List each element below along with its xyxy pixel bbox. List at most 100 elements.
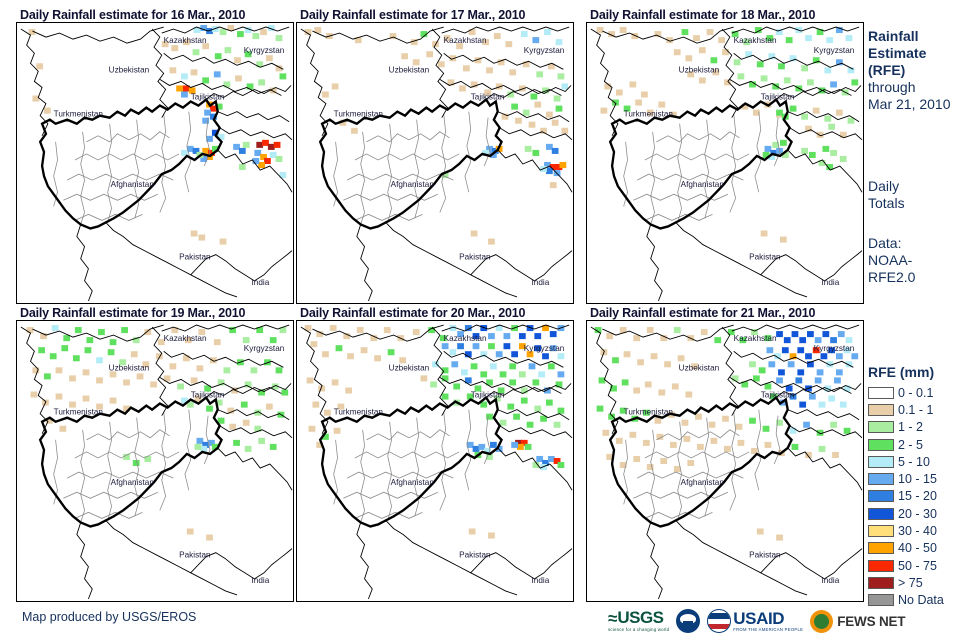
legend-swatch-7 <box>868 507 894 520</box>
legend-row-10: 50 - 75 <box>868 557 974 574</box>
legend-row-6: 15 - 20 <box>868 488 974 505</box>
map-label-uzbekistan: Uzbekistan <box>389 64 430 74</box>
sidebar-data-source: Data: NOAA- RFE2.0 <box>868 235 972 286</box>
map-label-pakistan: Pakistan <box>749 550 781 560</box>
map-label-turkmenistan: Turkmenistan <box>624 108 674 118</box>
country-boundaries <box>20 26 293 302</box>
country-boundaries <box>300 324 573 600</box>
rfe-through-label: through <box>868 79 916 95</box>
map-label-tajikistan: Tajikistan <box>191 389 225 399</box>
map-label-kyrgyzstan: Kyrgyzstan <box>524 45 565 55</box>
map-d20[interactable]: Kazakhstan Kyrgyzstan Uzbekistan Tajikistan… <box>296 320 574 602</box>
rfe-title-line2: Estimate <box>868 45 927 61</box>
map-label-afghanistan: Afghanistan <box>681 179 725 189</box>
legend-swatch-9 <box>868 542 894 555</box>
legend-rows: 0 - 0.1 0.1 - 1 1 - 2 2 - 5 5 - 10 10 - 15 15 … <box>868 384 974 609</box>
map-label-tajikistan: Tajikistan <box>761 389 795 399</box>
map-label-afghanistan: Afghanistan <box>111 179 155 189</box>
map-label-india: India <box>252 277 270 287</box>
data-line2: NOAA- <box>868 252 913 268</box>
map-label-kazakhstan: Kazakhstan <box>444 35 487 45</box>
legend-swatch-11 <box>868 576 894 589</box>
usgs-tagline: science for a changing world <box>608 627 670 632</box>
legend-swatch-8 <box>868 525 894 538</box>
data-line3: RFE2.0 <box>868 269 916 285</box>
map-label-kyrgyzstan: Kyrgyzstan <box>524 343 565 353</box>
map-label-pakistan: Pakistan <box>179 252 211 262</box>
legend-label-4: 5 - 10 <box>898 454 930 469</box>
country-labels: Kazakhstan Kyrgyzstan Uzbekistan Tajikistan… <box>334 333 565 585</box>
map-label-afghanistan: Afghanistan <box>391 477 435 487</box>
legend-swatch-0 <box>868 386 894 399</box>
legend-label-12: No Data <box>898 593 944 608</box>
rfe-title-line3: (RFE) <box>868 62 906 78</box>
country-labels: Kazakhstan Kyrgyzstan Uzbekistan Tajikistan… <box>54 35 285 287</box>
map-label-turkmenistan: Turkmenistan <box>54 406 104 416</box>
country-boundaries <box>300 26 573 302</box>
legend-swatch-1 <box>868 403 894 416</box>
sidebar-totals: Daily Totals <box>868 178 972 212</box>
map-d21[interactable]: Kazakhstan Kyrgyzstan Uzbekistan Tajikistan… <box>586 320 864 602</box>
usaid-tagline: FROM THE AMERICAN PEOPLE <box>733 626 804 632</box>
map-d19[interactable]: Kazakhstan Kyrgyzstan Uzbekistan Tajikistan… <box>16 320 294 602</box>
map-label-uzbekistan: Uzbekistan <box>679 64 720 74</box>
panel-title-d21: Daily Rainfall estimate for 21 Mar., 201… <box>590 306 816 320</box>
country-labels: Kazakhstan Kyrgyzstan Uzbekistan Tajikistan… <box>334 35 565 287</box>
country-labels: Kazakhstan Kyrgyzstan Uzbekistan Tajikistan… <box>54 333 285 585</box>
map-label-turkmenistan: Turkmenistan <box>334 406 384 416</box>
map-label-india: India <box>532 575 550 585</box>
map-d18[interactable]: Kazakhstan Kyrgyzstan Uzbekistan Tajikistan… <box>586 22 864 304</box>
legend: RFE (mm) 0 - 0.1 0.1 - 1 1 - 2 2 - 5 5 - 10 1… <box>868 364 974 609</box>
legend-label-3: 2 - 5 <box>898 437 924 452</box>
map-label-kazakhstan: Kazakhstan <box>734 333 777 343</box>
usaid-logo: USAID FROM THE AMERICAN PEOPLE <box>707 609 803 633</box>
legend-label-11: > 75 <box>898 575 923 590</box>
afghanistan-outline <box>38 395 223 528</box>
legend-label-2: 1 - 2 <box>898 420 924 435</box>
legend-label-8: 30 - 40 <box>898 524 937 539</box>
map-label-tajikistan: Tajikistan <box>471 389 505 399</box>
map-label-india: India <box>252 575 270 585</box>
country-boundaries <box>20 324 293 600</box>
usaid-logo-text: USAID <box>733 608 785 628</box>
afghanistan-outline <box>318 97 503 230</box>
map-label-kyrgyzstan: Kyrgyzstan <box>814 343 855 353</box>
map-label-uzbekistan: Uzbekistan <box>109 64 150 74</box>
map-d17[interactable]: Kazakhstan Kyrgyzstan Uzbekistan Tajikistan… <box>296 22 574 304</box>
legend-row-7: 20 - 30 <box>868 505 974 522</box>
map-label-uzbekistan: Uzbekistan <box>389 362 430 372</box>
map-label-pakistan: Pakistan <box>179 550 211 560</box>
map-d16[interactable]: Kazakhstan Kyrgyzstan Uzbekistan Tajikistan… <box>16 22 294 304</box>
legend-row-1: 0.1 - 1 <box>868 401 974 418</box>
panel-title-d16: Daily Rainfall estimate for 16 Mar., 201… <box>20 8 246 22</box>
map-label-kyrgyzstan: Kyrgyzstan <box>244 45 285 55</box>
fews-globe-icon <box>810 609 834 633</box>
rfe-through-date: Mar 21, 2010 <box>868 96 951 112</box>
rfe-title-line1: Rainfall <box>868 28 919 44</box>
map-label-india: India <box>822 277 840 287</box>
legend-swatch-6 <box>868 490 894 503</box>
admin1-boundaries <box>623 409 781 523</box>
map-label-afghanistan: Afghanistan <box>111 477 155 487</box>
legend-label-9: 40 - 50 <box>898 541 937 556</box>
map-label-turkmenistan: Turkmenistan <box>624 406 674 416</box>
legend-swatch-4 <box>868 455 894 468</box>
legend-swatch-3 <box>868 438 894 451</box>
fews-net-text: FEWS NET <box>837 613 906 629</box>
map-label-india: India <box>822 575 840 585</box>
map-label-pakistan: Pakistan <box>459 550 491 560</box>
map-label-pakistan: Pakistan <box>749 252 781 262</box>
map-label-india: India <box>532 277 550 287</box>
legend-swatch-12 <box>868 594 894 607</box>
panel-title-d18: Daily Rainfall estimate for 18 Mar., 201… <box>590 8 816 22</box>
legend-row-5: 10 - 15 <box>868 470 974 487</box>
rainfall-raster <box>28 25 287 245</box>
usgs-wave-icon: ≈ <box>608 608 618 628</box>
data-line1: Data: <box>868 235 902 251</box>
country-labels: Kazakhstan Kyrgyzstan Uzbekistan Tajikistan… <box>624 35 855 287</box>
totals-line1: Daily <box>868 178 900 194</box>
map-label-kazakhstan: Kazakhstan <box>444 333 487 343</box>
map-label-tajikistan: Tajikistan <box>191 91 225 101</box>
admin1-boundaries <box>333 409 491 523</box>
legend-row-11: > 75 <box>868 574 974 591</box>
